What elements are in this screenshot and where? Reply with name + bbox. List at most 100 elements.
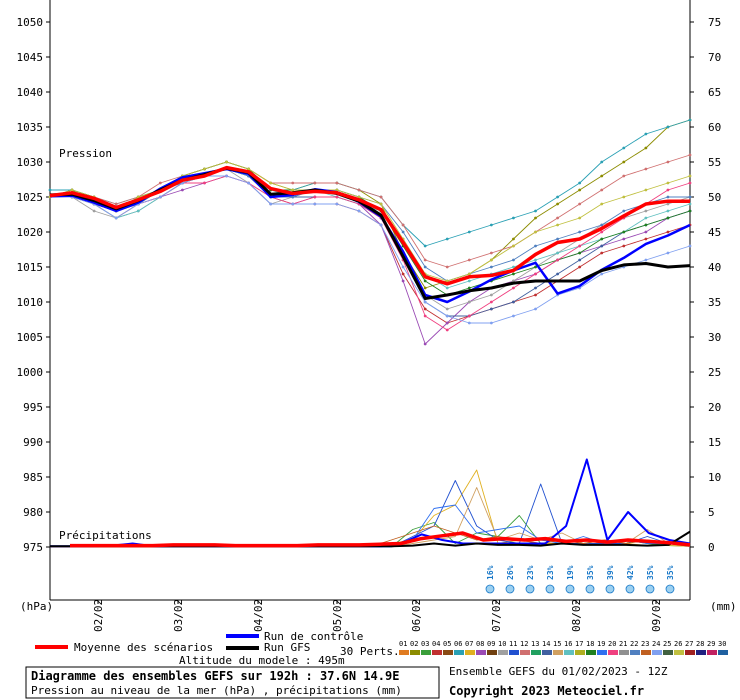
member-pressure-point <box>666 188 670 192</box>
legend-control-label: Run de contrôle <box>264 630 363 643</box>
member-pressure-point <box>445 265 449 269</box>
pert-id: 27 <box>685 640 693 648</box>
member-pressure-point <box>578 181 582 185</box>
member-pressure-point <box>357 209 361 213</box>
pert-id: 25 <box>663 640 671 648</box>
pert-color-swatch <box>454 650 464 655</box>
member-pressure-point <box>467 279 471 283</box>
left-tick-label: 1040 <box>17 86 44 99</box>
pert-id: 01 <box>399 640 407 648</box>
right-tick-label: 15 <box>708 436 721 449</box>
snowflake-icon <box>545 584 555 594</box>
right-tick-label: 45 <box>708 226 721 239</box>
member-pressure-point <box>489 321 493 325</box>
pert-id: 16 <box>564 640 572 648</box>
member-pressure-point <box>622 244 626 248</box>
chart-subtitle: Pression au niveau de la mer (hPa) , pré… <box>31 684 402 697</box>
pert-id: 21 <box>619 640 627 648</box>
pert-color-swatch <box>641 650 651 655</box>
right-tick-label: 0 <box>708 541 715 554</box>
member-pressure-point <box>357 195 361 199</box>
member-pressure-point <box>423 300 427 304</box>
member-pressure-point <box>445 314 449 318</box>
member-pressure-point <box>666 230 670 234</box>
pert-id: 14 <box>542 640 550 648</box>
member-pressure-point <box>666 251 670 255</box>
snowflake-icon <box>525 584 535 594</box>
pert-id: 22 <box>630 640 638 648</box>
member-pressure-point <box>335 181 339 185</box>
pert-color-swatch <box>487 650 497 655</box>
member-pressure-point <box>622 174 626 178</box>
run-info: Ensemble GEFS du 01/02/2023 - 12Z <box>449 665 668 678</box>
snow-percentages: 16% 26% 23% 23% 19% 35% 39% 42% 35% 35% <box>485 565 675 594</box>
left-tick-label: 1045 <box>17 51 44 64</box>
pert-id: 18 <box>586 640 594 648</box>
member-pressure-point <box>622 237 626 241</box>
left-tick-label: 1015 <box>17 261 44 274</box>
member-pressure-point <box>688 153 692 157</box>
member-pressure-point <box>622 146 626 150</box>
member-pressure-point <box>688 244 692 248</box>
legend-mean-label: Moyenne des scénarios <box>74 641 213 654</box>
member-pressure-point <box>600 230 604 234</box>
right-axis-ticks: 0 5 10 15 20 25 30 35 40 45 50 55 60 65 70 75 <box>690 16 721 554</box>
member-pressure-point <box>666 195 670 199</box>
pert-id: 12 <box>520 640 528 648</box>
member-pressure-point <box>666 160 670 164</box>
member-pressure-line <box>50 175 691 324</box>
pert-color-swatch <box>421 650 431 655</box>
member-pressure-point <box>379 195 383 199</box>
member-pressure-point <box>512 216 515 220</box>
member-pressure-point <box>578 216 582 220</box>
right-tick-label: 65 <box>708 86 721 99</box>
member-pressure-point <box>291 202 295 206</box>
member-pressure-point <box>269 181 273 185</box>
right-tick-label: 70 <box>708 51 721 64</box>
member-pressure-point <box>666 202 670 206</box>
precip-panel-label: Précipitations <box>59 529 152 542</box>
member-pressure-point <box>401 279 405 283</box>
member-pressure-point <box>644 167 648 171</box>
pert-id: 17 <box>575 640 583 648</box>
member-pressure-point <box>578 188 582 192</box>
left-tick-label: 1030 <box>17 156 44 169</box>
member-pressure-point <box>666 125 670 129</box>
member-pressure-point <box>534 286 537 290</box>
member-pressure-point <box>467 230 471 234</box>
member-pressure-point <box>578 251 582 255</box>
x-tick-label: 05/02 <box>331 599 344 632</box>
right-tick-label: 35 <box>708 296 721 309</box>
pert-color-swatch <box>586 650 596 655</box>
member-pressure-line <box>49 154 691 268</box>
pert-color-swatch <box>465 650 475 655</box>
pert-id: 24 <box>652 640 660 648</box>
pert-color-swatch <box>443 650 453 655</box>
pert-id: 26 <box>674 640 682 648</box>
member-pressure-point <box>489 223 493 227</box>
snowflake-icon <box>505 584 515 594</box>
member-pressure-point <box>423 286 427 290</box>
member-pressure-point <box>247 181 251 185</box>
snow-percentage: 35% <box>666 565 675 580</box>
snowflake-icon <box>645 584 655 594</box>
member-pressure-point <box>512 237 515 241</box>
member-pressure-point <box>600 188 604 192</box>
member-pressure-point <box>512 300 515 304</box>
member-pressure-point <box>467 300 471 304</box>
left-axis-ticks: 975 980 985 990 995 1000 1005 1010 1015 1020 1025 1… <box>17 16 50 554</box>
right-tick-label: 75 <box>708 16 721 29</box>
member-pressure-point <box>600 251 604 255</box>
pert-id: 03 <box>421 640 429 648</box>
pert-color-swatch <box>608 650 618 655</box>
member-pressure-point <box>600 174 604 178</box>
member-pressure-point <box>622 230 626 234</box>
member-pressure-point <box>644 209 648 213</box>
right-tick-label: 30 <box>708 331 721 344</box>
snow-percentage: 26% <box>506 565 515 580</box>
legend-perturbations: 01 02 03 04 05 06 07 08 09 10 11 12 13 14 15 16 17 18 19 20… <box>399 640 728 655</box>
member-pressure-point <box>423 258 427 262</box>
right-tick-label: 5 <box>708 506 715 519</box>
member-pressure-point <box>534 209 537 213</box>
pert-id: 13 <box>531 640 539 648</box>
